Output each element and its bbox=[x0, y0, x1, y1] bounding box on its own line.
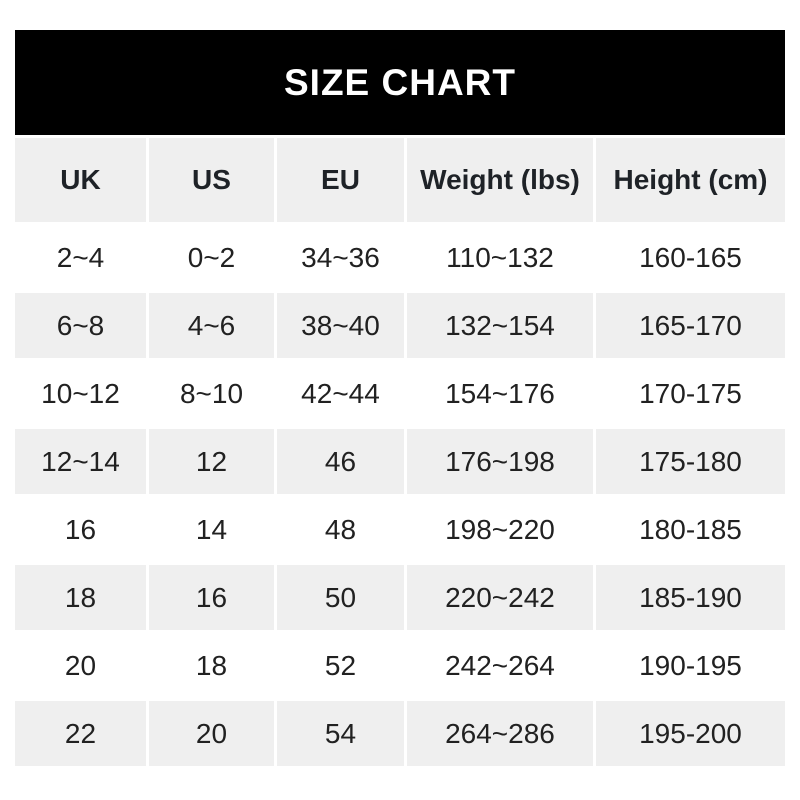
table-cell: 175-180 bbox=[596, 429, 785, 494]
table-cell: 22 bbox=[15, 701, 146, 766]
table-cell: 16 bbox=[15, 497, 146, 562]
table-cell: 242~264 bbox=[407, 633, 593, 698]
table-header-row: UK US EU Weight (lbs) Height (cm) bbox=[15, 138, 785, 222]
page-title: SIZE CHART bbox=[284, 61, 516, 103]
table-cell: 52 bbox=[277, 633, 404, 698]
table-cell: 48 bbox=[277, 497, 404, 562]
table-cell: 14 bbox=[149, 497, 274, 562]
table-cell: 20 bbox=[149, 701, 274, 766]
table-cell: 42~44 bbox=[277, 361, 404, 426]
table-cell: 6~8 bbox=[15, 293, 146, 358]
column-header-us: US bbox=[149, 138, 274, 222]
table-row: 16 14 48 198~220 180-185 bbox=[15, 497, 785, 562]
table-cell: 50 bbox=[277, 565, 404, 630]
table-row: 6~8 4~6 38~40 132~154 165-170 bbox=[15, 293, 785, 358]
title-bar: SIZE CHART bbox=[15, 30, 785, 135]
table-cell: 46 bbox=[277, 429, 404, 494]
table-cell: 180-185 bbox=[596, 497, 785, 562]
table-cell: 110~132 bbox=[407, 225, 593, 290]
table-cell: 54 bbox=[277, 701, 404, 766]
table-cell: 4~6 bbox=[149, 293, 274, 358]
table-cell: 195-200 bbox=[596, 701, 785, 766]
table-cell: 12 bbox=[149, 429, 274, 494]
table-row: 22 20 54 264~286 195-200 bbox=[15, 701, 785, 766]
table-cell: 176~198 bbox=[407, 429, 593, 494]
table-cell: 12~14 bbox=[15, 429, 146, 494]
table-cell: 16 bbox=[149, 565, 274, 630]
table-row: 10~12 8~10 42~44 154~176 170-175 bbox=[15, 361, 785, 426]
column-header-eu: EU bbox=[277, 138, 404, 222]
table-cell: 38~40 bbox=[277, 293, 404, 358]
size-chart-table: SIZE CHART UK US EU Weight (lbs) Height … bbox=[15, 30, 785, 766]
table-cell: 18 bbox=[15, 565, 146, 630]
table-cell: 132~154 bbox=[407, 293, 593, 358]
table-row: 2~4 0~2 34~36 110~132 160-165 bbox=[15, 225, 785, 290]
table-cell: 185-190 bbox=[596, 565, 785, 630]
table-cell: 264~286 bbox=[407, 701, 593, 766]
table-cell: 165-170 bbox=[596, 293, 785, 358]
table-cell: 34~36 bbox=[277, 225, 404, 290]
table-body: 2~4 0~2 34~36 110~132 160-165 6~8 4~6 38~40 132~… bbox=[15, 225, 785, 766]
column-header-height: Height (cm) bbox=[596, 138, 785, 222]
table-cell: 170-175 bbox=[596, 361, 785, 426]
table-cell: 20 bbox=[15, 633, 146, 698]
table-cell: 2~4 bbox=[15, 225, 146, 290]
table-cell: 190-195 bbox=[596, 633, 785, 698]
table-cell: 8~10 bbox=[149, 361, 274, 426]
table-cell: 0~2 bbox=[149, 225, 274, 290]
table-cell: 220~242 bbox=[407, 565, 593, 630]
table-row: 18 16 50 220~242 185-190 bbox=[15, 565, 785, 630]
table-cell: 154~176 bbox=[407, 361, 593, 426]
column-header-uk: UK bbox=[15, 138, 146, 222]
table-cell: 160-165 bbox=[596, 225, 785, 290]
table-cell: 18 bbox=[149, 633, 274, 698]
table-row: 20 18 52 242~264 190-195 bbox=[15, 633, 785, 698]
table-cell: 198~220 bbox=[407, 497, 593, 562]
column-header-weight: Weight (lbs) bbox=[407, 138, 593, 222]
table-cell: 10~12 bbox=[15, 361, 146, 426]
table-row: 12~14 12 46 176~198 175-180 bbox=[15, 429, 785, 494]
